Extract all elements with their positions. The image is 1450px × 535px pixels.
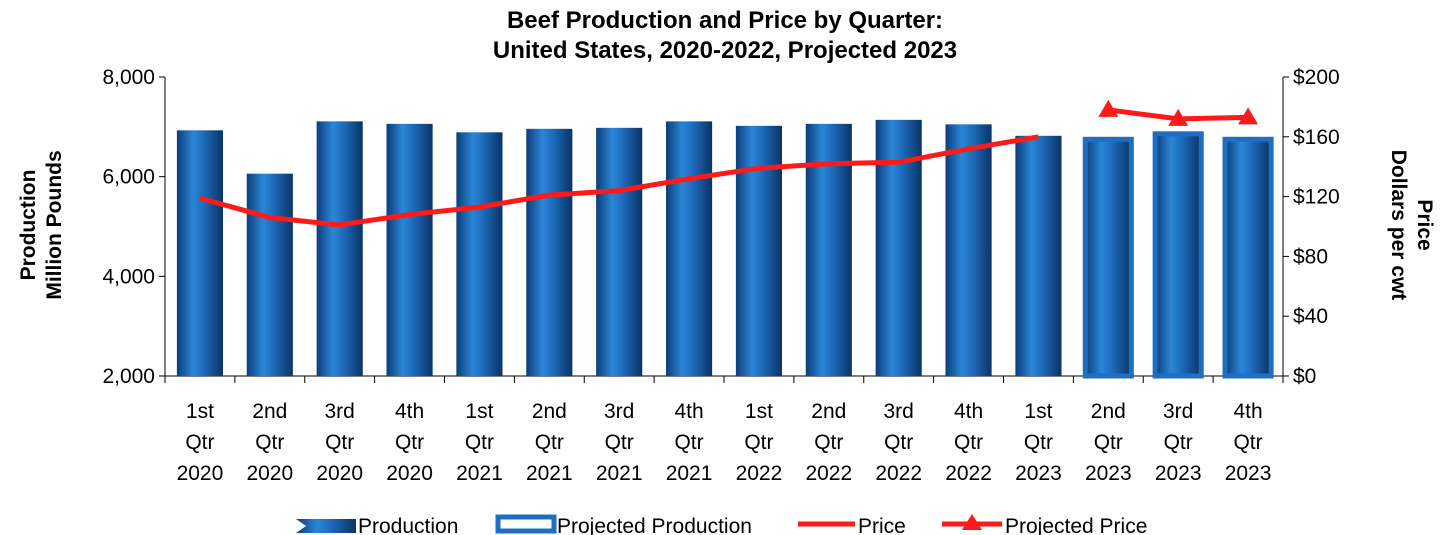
marker-projected-price bbox=[1168, 108, 1189, 126]
y-left-tick-label: 4,000 bbox=[102, 265, 155, 288]
bar-projected-production bbox=[1222, 136, 1274, 379]
chart-title-line-1: Beef Production and Price by Quarter: bbox=[507, 7, 943, 34]
x-tick-label: 3rd bbox=[325, 400, 355, 423]
y-left-tick-label: 6,000 bbox=[102, 166, 155, 189]
x-tick-label: 2020 bbox=[177, 462, 224, 485]
y-right-tick-label: $120 bbox=[1293, 186, 1340, 209]
x-tick-label: 2nd bbox=[811, 400, 846, 423]
x-tick-label: 2023 bbox=[1225, 462, 1272, 485]
x-tick-label: Qtr bbox=[1024, 431, 1053, 454]
x-tick-label: 2021 bbox=[456, 462, 503, 485]
x-tick-label: 1st bbox=[1024, 400, 1052, 423]
x-tick-label: 3rd bbox=[1163, 400, 1193, 423]
legend-label-price: Price bbox=[858, 515, 906, 535]
x-tick-label: 4th bbox=[395, 400, 424, 423]
bar-production bbox=[526, 128, 573, 376]
x-tick-label: 2021 bbox=[526, 462, 573, 485]
line-price bbox=[199, 134, 1039, 228]
legend-label-production: Production bbox=[358, 515, 458, 535]
y-left-tick-label: 8,000 bbox=[102, 66, 155, 89]
x-tick-label: Qtr bbox=[1094, 431, 1123, 454]
marker-projected-price bbox=[1238, 107, 1259, 125]
bar-production bbox=[246, 173, 293, 376]
bar-production bbox=[456, 132, 503, 376]
legend: Production Projected Production Price Pr… bbox=[296, 514, 1147, 535]
x-tick-label: 2023 bbox=[1085, 462, 1132, 485]
x-tick-label: 4th bbox=[954, 400, 983, 423]
y-right-tick-label: $0 bbox=[1293, 365, 1316, 388]
x-tick-label: 2020 bbox=[316, 462, 363, 485]
x-tick-label: 2022 bbox=[805, 462, 852, 485]
y-right-axis-title: Price Dollars per cwt bbox=[1387, 150, 1436, 301]
y-right-axis-title-line-1: Price bbox=[1413, 199, 1436, 250]
bar-projected-production bbox=[1152, 131, 1204, 379]
x-tick-label: Qtr bbox=[185, 431, 214, 454]
x-tick-label: 2020 bbox=[246, 462, 293, 485]
x-tick-label: 4th bbox=[674, 400, 703, 423]
y-left-tick-label: 2,000 bbox=[102, 365, 155, 388]
bar-production bbox=[386, 123, 433, 377]
x-tick-label: Qtr bbox=[255, 431, 284, 454]
y-left-axis-title-line-2: Million Pounds bbox=[43, 150, 66, 299]
y-right-tick-label: $40 bbox=[1293, 305, 1328, 328]
bar-production bbox=[596, 127, 643, 376]
legend-item-projected-price: Projected Price bbox=[942, 514, 1147, 535]
x-tick-label: 2020 bbox=[386, 462, 433, 485]
x-tick-label: Qtr bbox=[465, 431, 494, 454]
plot-area: 2,000 4,000 6,000 8,000 $0 $40 $80 $120 $160 $200… bbox=[102, 66, 1339, 485]
x-tick-label: 2021 bbox=[666, 462, 713, 485]
y-right-axis-title-line-2: Dollars per cwt bbox=[1387, 150, 1410, 301]
legend-item-projected-production: Projected Production bbox=[495, 514, 752, 535]
legend-item-price: Price bbox=[798, 515, 906, 535]
x-tick-label: 2022 bbox=[875, 462, 922, 485]
y-right-tick-label: $80 bbox=[1293, 245, 1328, 268]
y-left-axis-title-line-1: Production bbox=[17, 170, 40, 281]
x-tick-label: Qtr bbox=[325, 431, 354, 454]
x-tick-label: Qtr bbox=[395, 431, 424, 454]
x-tick-label: 2022 bbox=[945, 462, 992, 485]
bar-production bbox=[735, 125, 782, 376]
bar-production bbox=[945, 124, 992, 376]
x-tick-label: Qtr bbox=[1164, 431, 1193, 454]
y-right-tick-label: $200 bbox=[1293, 66, 1340, 89]
x-tick-label: Qtr bbox=[954, 431, 983, 454]
bar-production bbox=[1015, 135, 1062, 376]
x-tick-label: 2021 bbox=[596, 462, 643, 485]
y-left-axis-title: Production Million Pounds bbox=[17, 150, 66, 299]
x-tick-label: Qtr bbox=[674, 431, 703, 454]
chart-title-line-2: United States, 2020-2022, Projected 2023 bbox=[493, 37, 957, 64]
legend-item-production: Production bbox=[296, 515, 458, 535]
bar-production bbox=[176, 130, 223, 376]
marker-projected-price bbox=[1098, 99, 1119, 117]
x-tick-label: 2nd bbox=[1091, 400, 1126, 423]
x-tick-label: 2023 bbox=[1015, 462, 1062, 485]
x-tick-label: Qtr bbox=[1233, 431, 1262, 454]
bar-production bbox=[316, 121, 363, 376]
bar-projected-production bbox=[1082, 136, 1134, 379]
x-tick-label: 4th bbox=[1233, 400, 1262, 423]
y-right-tick-label: $160 bbox=[1293, 126, 1340, 149]
x-tick-label: 2nd bbox=[532, 400, 567, 423]
x-tick-label: Qtr bbox=[744, 431, 773, 454]
x-tick-label: 2022 bbox=[736, 462, 783, 485]
x-tick-label: 3rd bbox=[884, 400, 914, 423]
x-tick-label: Qtr bbox=[605, 431, 634, 454]
x-tick-label: 1st bbox=[465, 400, 493, 423]
x-tick-label: 3rd bbox=[604, 400, 634, 423]
x-tick-label: 1st bbox=[186, 400, 214, 423]
legend-label-projected-production: Projected Production bbox=[557, 515, 752, 535]
legend-swatch-production bbox=[296, 519, 356, 533]
x-tick-label: Qtr bbox=[814, 431, 843, 454]
x-tick-label: 2023 bbox=[1155, 462, 1202, 485]
bar-production bbox=[666, 121, 713, 376]
legend-label-projected-price: Projected Price bbox=[1005, 515, 1147, 535]
legend-swatch-projected-price-marker bbox=[962, 514, 982, 530]
legend-swatch-projected-production bbox=[495, 514, 557, 534]
x-tick-label: Qtr bbox=[535, 431, 564, 454]
x-tick-label: 1st bbox=[745, 400, 773, 423]
x-tick-label: 2nd bbox=[252, 400, 287, 423]
x-tick-label: Qtr bbox=[884, 431, 913, 454]
chart-title: Beef Production and Price by Quarter: Un… bbox=[493, 7, 957, 64]
